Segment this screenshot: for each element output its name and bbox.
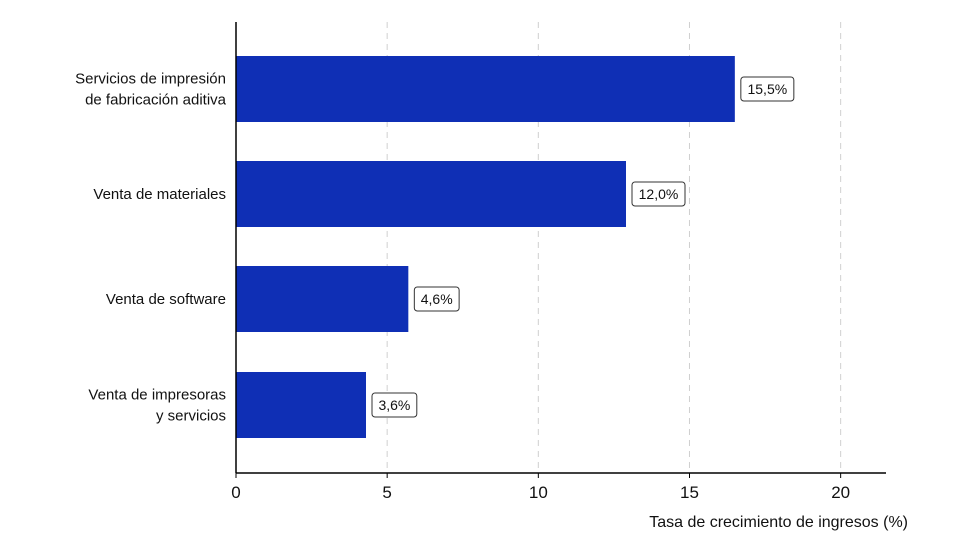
category-label-line: de fabricación aditiva bbox=[85, 92, 227, 109]
bar-3 bbox=[236, 372, 366, 438]
x-axis-title: Tasa de crecimiento de ingresos (%) bbox=[649, 514, 908, 531]
data-label-1: 12,0% bbox=[631, 181, 686, 207]
data-label-box-2 bbox=[413, 286, 460, 312]
x-tick-label-5: 5 bbox=[382, 483, 391, 502]
x-tick-label-20: 20 bbox=[831, 483, 850, 502]
category-label-line: Servicios de impresión bbox=[75, 71, 226, 88]
data-label-text-2: 4,6% bbox=[421, 291, 453, 307]
data-label-box-0 bbox=[740, 76, 795, 102]
x-tick-label-15: 15 bbox=[680, 483, 699, 502]
data-label-3: 3,6% bbox=[371, 392, 418, 418]
data-label-text-1: 12,0% bbox=[639, 186, 679, 202]
category-label-1: Venta de materiales bbox=[93, 186, 226, 203]
bar-1 bbox=[236, 161, 626, 227]
data-label-text-0: 15,5% bbox=[747, 81, 787, 97]
data-label-box-1 bbox=[631, 181, 686, 207]
category-label-line: Venta de materiales bbox=[93, 186, 226, 203]
data-label-0: 15,5% bbox=[740, 76, 795, 102]
data-label-2: 4,6% bbox=[413, 286, 460, 312]
category-label-line: y servicios bbox=[156, 408, 226, 425]
x-tick-label-10: 10 bbox=[529, 483, 548, 502]
category-label-0: Servicios de impresión de fabricación adi… bbox=[75, 71, 227, 109]
category-label-2: Venta de software bbox=[106, 291, 226, 308]
x-tick-label-0: 0 bbox=[231, 483, 240, 502]
bar-2 bbox=[236, 266, 409, 332]
category-label-line: Venta de software bbox=[106, 291, 226, 308]
data-label-text-3: 3,6% bbox=[378, 397, 410, 413]
data-label-box-3 bbox=[371, 392, 418, 418]
bar-0 bbox=[236, 56, 735, 122]
category-label-3: Venta de impresoras y servicios bbox=[88, 387, 226, 425]
category-label-line: Venta de impresoras bbox=[88, 387, 226, 404]
